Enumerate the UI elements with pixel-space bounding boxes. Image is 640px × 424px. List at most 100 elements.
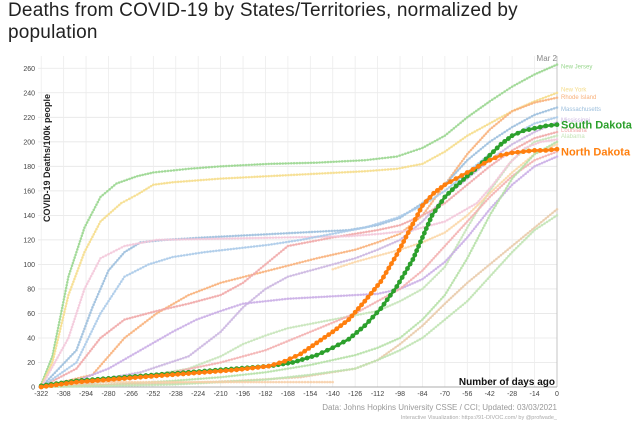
series-point [65,281,69,284]
series-point [85,221,89,224]
series-point [214,334,218,337]
series-point [398,243,404,249]
series-point [456,243,459,247]
series-point [398,336,402,340]
series-point [72,368,76,372]
series-point [488,100,492,103]
series-point [132,245,135,248]
series-point [414,323,418,327]
series-point [370,242,374,246]
series-point [328,263,332,267]
series-point [208,296,212,300]
series-point [402,229,406,233]
series-point [441,151,444,155]
series-point [550,135,553,139]
series-point [411,342,414,345]
series-point [349,170,352,174]
series-point [455,290,459,294]
series-point [205,360,209,363]
series-point [258,175,262,178]
series-point [508,176,512,180]
series-point [531,143,535,147]
series-point [273,162,276,166]
series-point [81,231,84,235]
series-point [383,295,387,299]
series-point [555,134,559,137]
series-point [331,232,335,236]
series-point [221,380,224,384]
series-point [189,292,193,296]
y-axis-label-group: COVID-19 Deaths/100k people [42,94,52,222]
series-point [161,238,164,242]
series-point [223,326,226,330]
series-point [55,377,58,381]
series-point [458,167,462,170]
series-point [163,363,166,366]
series-point [479,285,482,289]
series-label-5: Louisiana [561,128,587,134]
series-point [428,209,432,213]
series-point [456,169,460,172]
series-point [147,186,151,189]
series-point [286,275,290,278]
series-point [500,180,504,184]
series-point [210,337,213,341]
series-point [229,349,232,353]
series-point [265,232,269,236]
series-point [228,237,231,240]
series-point [452,279,456,282]
series-point [259,266,263,270]
series-point [199,377,203,381]
series-point [272,369,276,373]
series-point [520,137,524,141]
series-point [110,328,113,331]
series-point [279,342,283,346]
series-point [484,199,488,203]
series-point [423,212,427,216]
series-point [365,363,368,366]
series-point [175,168,179,172]
series-point [141,313,145,316]
series-point [387,251,391,255]
series-line-bg-8 [40,116,558,388]
series-point [136,326,140,329]
series-point [258,336,262,339]
x-tick-label: -70 [440,391,450,398]
series-point [538,156,542,160]
series-point [132,375,138,381]
series-point [203,298,206,301]
series-point [282,232,286,235]
series-point [196,370,202,376]
series-point [200,251,203,254]
series-point [547,94,550,98]
x-tick-label: -224 [191,391,205,398]
series-point [435,310,439,313]
series-point [428,142,432,146]
series-point [139,313,142,317]
series-point [95,319,98,323]
series-point [383,156,387,160]
series-point [547,108,550,112]
series-point [477,287,480,291]
series-point [316,230,319,233]
series-point [133,269,137,273]
series-point [166,238,170,241]
series-point [544,133,548,137]
series-point [370,348,374,351]
series-point [533,122,536,125]
series-point [484,221,488,225]
series-point [477,207,480,211]
series-point [389,261,394,266]
series-point [177,299,181,303]
x-tick-label: -196 [236,391,250,398]
series-point [437,308,441,311]
series-point [207,339,211,342]
series-point [269,284,272,288]
series-point [334,326,340,332]
series-point [425,221,431,227]
series-point [314,295,318,299]
series-point [479,231,482,235]
series-point [281,278,285,281]
series-point [388,341,392,344]
series-point [461,303,465,307]
